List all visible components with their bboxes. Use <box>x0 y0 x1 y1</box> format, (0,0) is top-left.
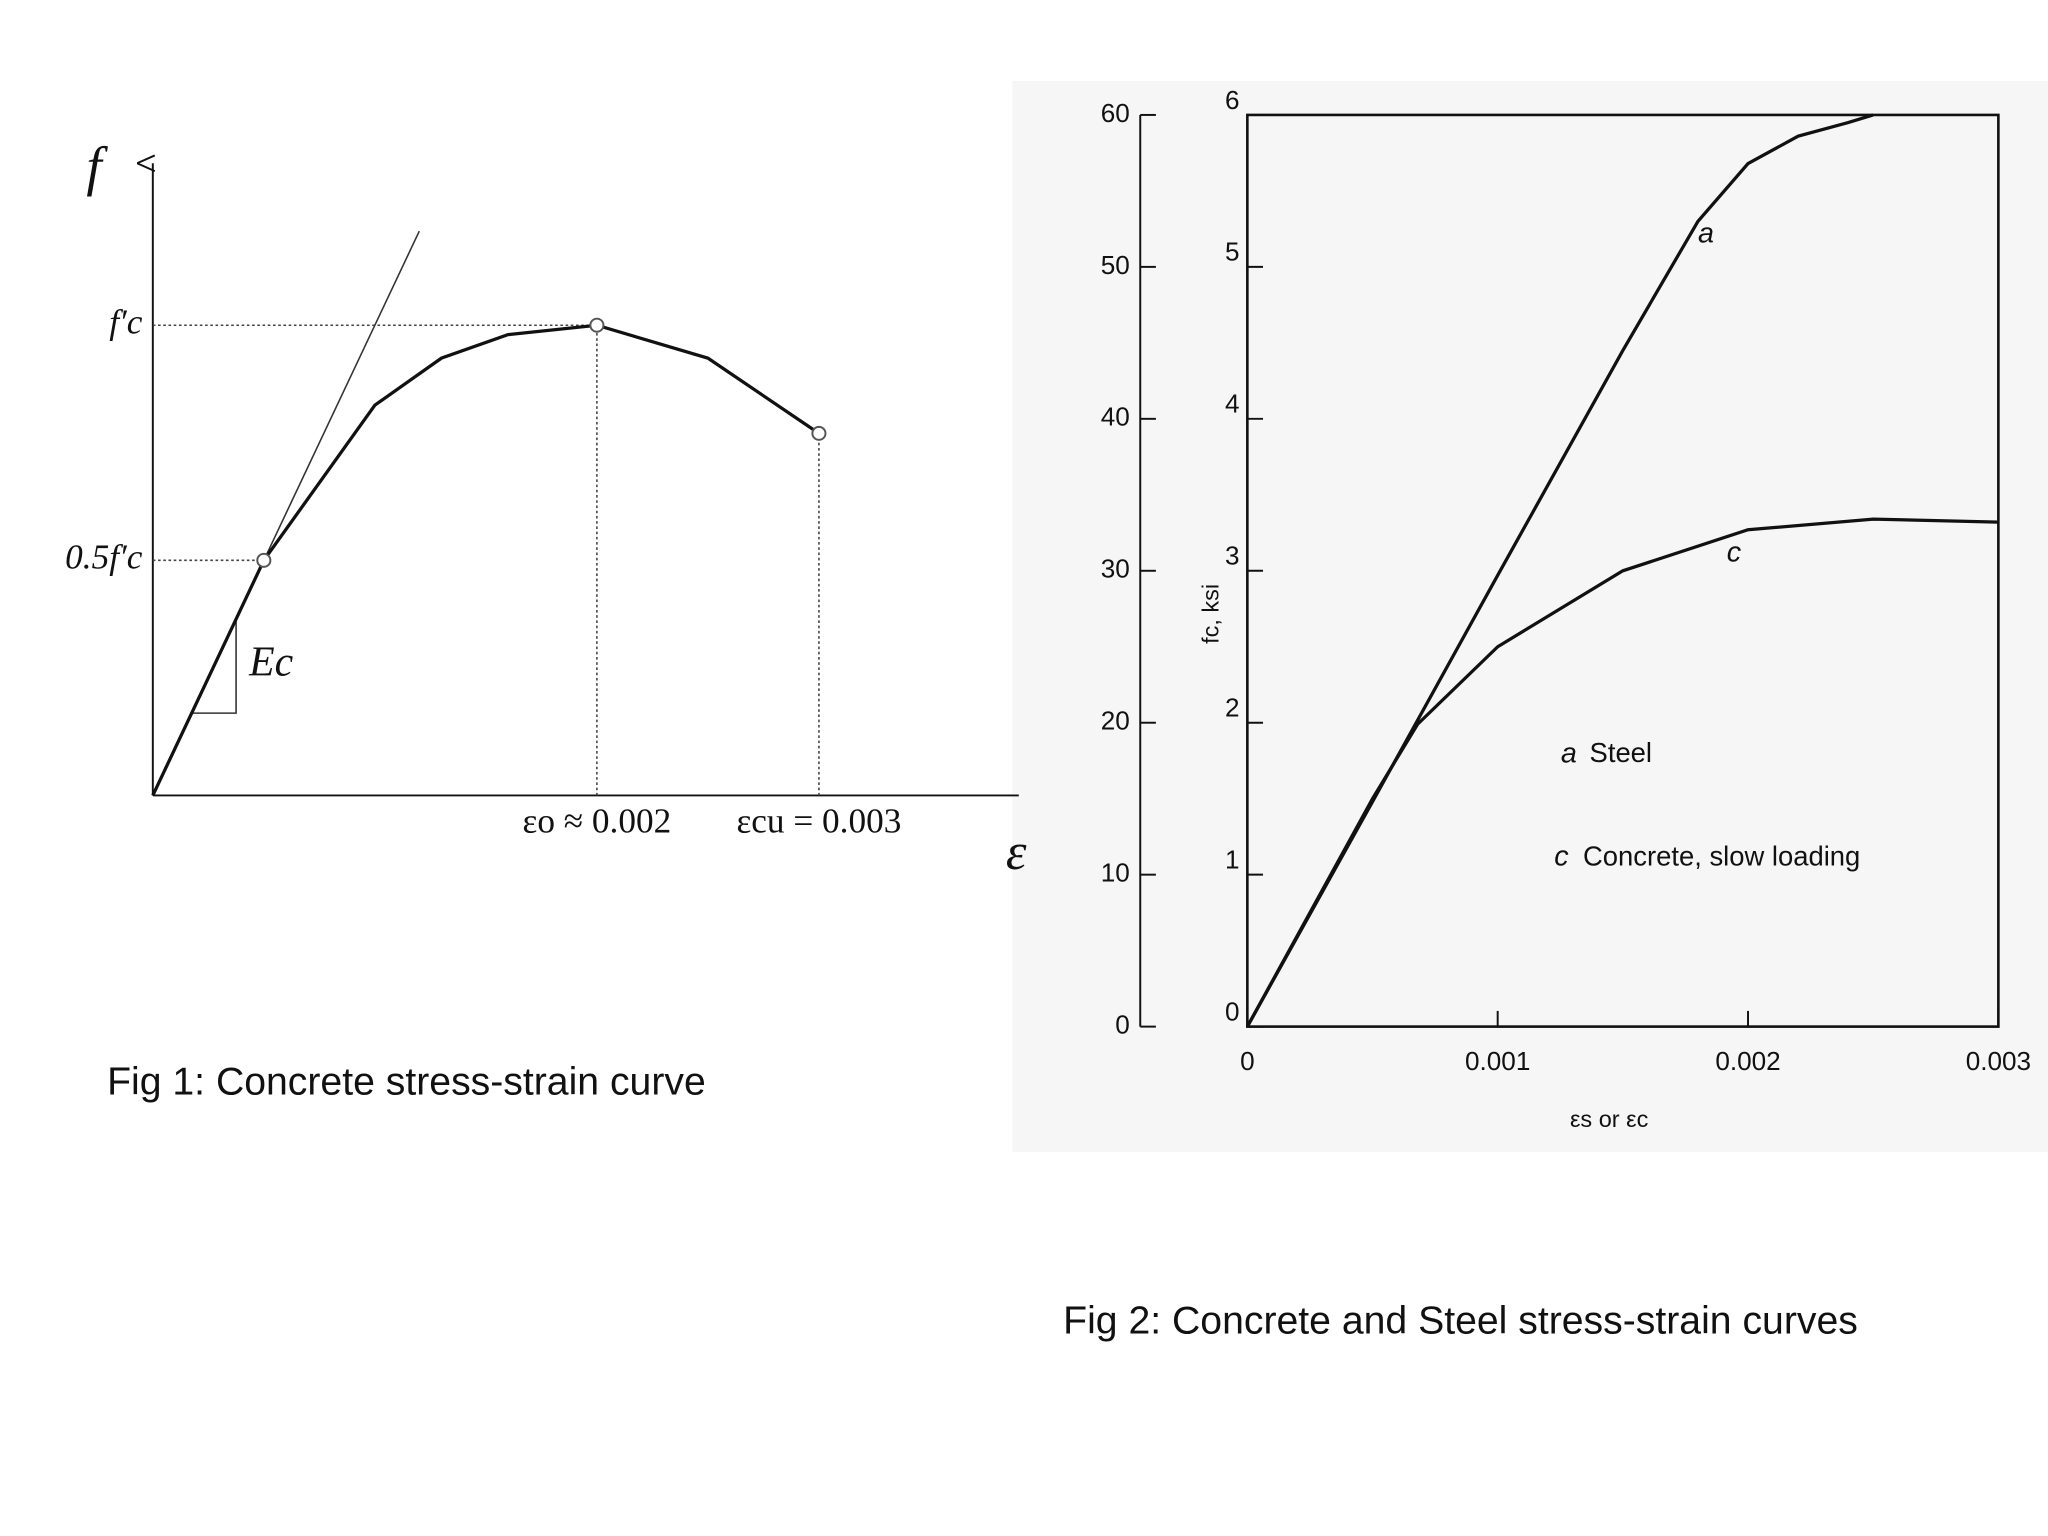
x-tick-label: 0.001 <box>1465 1046 1530 1076</box>
y-tick-label: 0.5f′c <box>65 537 143 576</box>
slope-triangle <box>191 619 237 714</box>
y-axis-label: fc, ksi <box>1197 584 1223 644</box>
y-tick-label: 5 <box>1225 237 1240 267</box>
y2-tick-label: 40 <box>1101 402 1130 432</box>
curve-key: c <box>1727 536 1742 568</box>
x-axis-label: ε <box>1006 823 1027 881</box>
y2-tick-label: 0 <box>1115 1010 1130 1040</box>
y-tick-label: 2 <box>1225 693 1240 723</box>
y-tick-label: 6 <box>1225 85 1240 115</box>
legend-label: Concrete, slow loading <box>1583 840 1860 871</box>
caption: Fig 1: Concrete stress-strain curve <box>107 1060 706 1103</box>
y-tick-label: 1 <box>1225 845 1240 875</box>
curve-key: a <box>1698 218 1714 250</box>
chart: Fig 1: Concrete stress-strain curve f ε 0.5… <box>65 136 1027 1103</box>
y2-tick-label: 60 <box>1101 98 1130 128</box>
legend-label: Steel <box>1590 737 1652 768</box>
x-tick-label: εo ≈ 0.002 <box>523 801 672 840</box>
point-marker <box>256 552 272 568</box>
series-line <box>1245 517 1999 1028</box>
y-tick-label: 4 <box>1225 389 1240 419</box>
point-marker <box>811 425 827 441</box>
point-marker <box>589 317 605 333</box>
series-line <box>151 323 820 797</box>
series-line <box>1245 113 1874 1028</box>
chart: Fig 2: Concrete and Steel stress-strain … <box>1063 85 2031 1343</box>
y2-tick-label: 10 <box>1101 858 1130 888</box>
y-tick-label: 3 <box>1225 541 1240 571</box>
annotation: Ec <box>248 640 294 686</box>
y2-tick-label: 20 <box>1101 706 1130 736</box>
scan-background <box>1012 80 2048 1152</box>
x-tick-label: 0 <box>1240 1046 1255 1076</box>
x-tick-label: 0.002 <box>1715 1046 1780 1076</box>
y2-tick-label: 30 <box>1101 554 1130 584</box>
legend-key: c <box>1554 841 1569 873</box>
legend-key: a <box>1561 738 1577 770</box>
y-tick-label: 0 <box>1225 996 1240 1026</box>
y-axis-label: f <box>86 136 108 197</box>
caption: Fig 2: Concrete and Steel stress-strain … <box>1063 1299 1858 1342</box>
x-tick-label: εcu = 0.003 <box>736 801 901 840</box>
y-tick-label: f′c <box>109 302 143 341</box>
x-axis-label: εs or εc <box>1570 1106 1649 1132</box>
x-tick-label: 0.003 <box>1966 1046 2031 1076</box>
y2-tick-label: 50 <box>1101 250 1130 280</box>
